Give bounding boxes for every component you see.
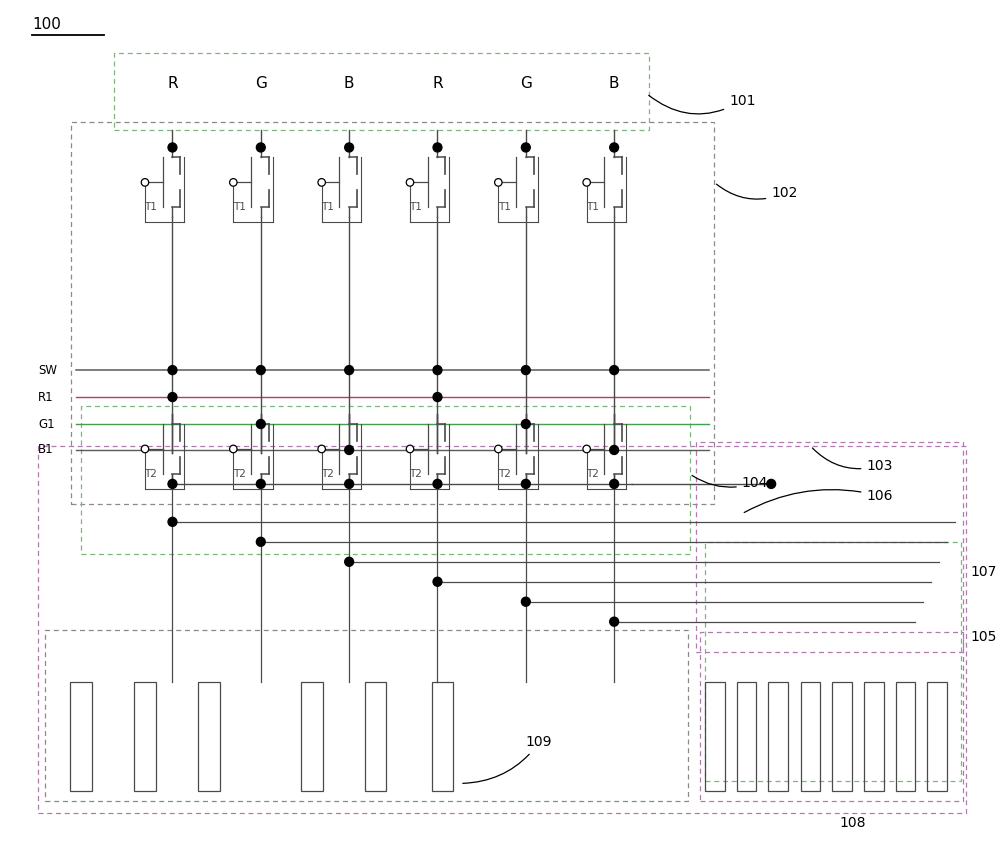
Text: 109: 109 xyxy=(463,735,552,783)
Bar xyxy=(45,630,688,802)
Circle shape xyxy=(141,445,149,452)
Text: T1: T1 xyxy=(321,203,334,212)
Circle shape xyxy=(345,143,354,152)
Circle shape xyxy=(168,517,177,527)
Circle shape xyxy=(345,480,354,488)
Circle shape xyxy=(433,143,442,152)
Text: T2: T2 xyxy=(233,469,246,479)
Bar xyxy=(801,682,820,792)
Circle shape xyxy=(521,597,530,607)
Bar xyxy=(432,682,453,792)
Circle shape xyxy=(521,480,530,488)
Text: 102: 102 xyxy=(716,184,798,200)
Text: 103: 103 xyxy=(812,448,893,473)
Circle shape xyxy=(256,538,265,546)
Circle shape xyxy=(610,617,619,626)
Circle shape xyxy=(406,445,414,452)
Circle shape xyxy=(168,143,177,152)
Circle shape xyxy=(433,366,442,375)
Circle shape xyxy=(256,143,265,152)
Circle shape xyxy=(610,480,619,488)
Circle shape xyxy=(610,366,619,375)
Circle shape xyxy=(583,445,590,452)
Circle shape xyxy=(141,179,149,187)
Text: 101: 101 xyxy=(649,94,755,114)
Bar xyxy=(700,631,963,802)
Text: T2: T2 xyxy=(586,469,599,479)
Circle shape xyxy=(433,578,442,586)
Circle shape xyxy=(767,480,776,488)
Circle shape xyxy=(345,446,354,454)
Bar xyxy=(365,682,386,792)
Text: R1: R1 xyxy=(38,390,54,404)
Text: R: R xyxy=(167,76,178,91)
Bar xyxy=(81,406,690,554)
Text: T2: T2 xyxy=(409,469,422,479)
Text: B1: B1 xyxy=(38,443,54,457)
Bar xyxy=(832,682,852,792)
Text: T2: T2 xyxy=(144,469,157,479)
Bar xyxy=(301,682,323,792)
Circle shape xyxy=(256,419,265,429)
Text: G: G xyxy=(520,76,532,91)
Text: G: G xyxy=(255,76,267,91)
Text: 104: 104 xyxy=(692,475,768,490)
Circle shape xyxy=(406,179,414,187)
Circle shape xyxy=(318,445,325,452)
Text: T2: T2 xyxy=(498,469,511,479)
Bar xyxy=(705,542,961,781)
Circle shape xyxy=(610,143,619,152)
Text: 108: 108 xyxy=(839,816,866,831)
Bar xyxy=(134,682,156,792)
Circle shape xyxy=(495,445,502,452)
Circle shape xyxy=(168,480,177,488)
Circle shape xyxy=(521,143,530,152)
Text: T2: T2 xyxy=(321,469,334,479)
Circle shape xyxy=(610,446,619,454)
Circle shape xyxy=(168,366,177,375)
Text: B: B xyxy=(609,76,619,91)
Circle shape xyxy=(230,445,237,452)
Bar xyxy=(896,682,915,792)
Circle shape xyxy=(495,179,502,187)
Circle shape xyxy=(318,179,325,187)
Circle shape xyxy=(583,179,590,187)
Bar xyxy=(696,442,963,652)
Bar xyxy=(70,682,92,792)
Circle shape xyxy=(168,393,177,401)
Text: G1: G1 xyxy=(38,417,55,430)
Text: B: B xyxy=(344,76,354,91)
Bar xyxy=(768,682,788,792)
Circle shape xyxy=(256,480,265,488)
Bar xyxy=(927,682,947,792)
Circle shape xyxy=(521,366,530,375)
Bar xyxy=(737,682,756,792)
Circle shape xyxy=(345,557,354,567)
Bar xyxy=(38,446,966,814)
Text: 100: 100 xyxy=(32,17,61,32)
Circle shape xyxy=(433,393,442,401)
Bar xyxy=(198,682,220,792)
Text: SW: SW xyxy=(38,364,57,377)
Circle shape xyxy=(433,480,442,488)
Text: 105: 105 xyxy=(970,630,997,643)
Circle shape xyxy=(521,419,530,429)
Text: T1: T1 xyxy=(233,203,246,212)
Text: 106: 106 xyxy=(744,489,893,513)
Text: T1: T1 xyxy=(144,203,157,212)
Bar xyxy=(71,123,714,504)
Text: R: R xyxy=(432,76,443,91)
Circle shape xyxy=(345,366,354,375)
Text: T1: T1 xyxy=(409,203,422,212)
Circle shape xyxy=(256,366,265,375)
Bar xyxy=(114,53,649,130)
Bar xyxy=(864,682,884,792)
Bar xyxy=(705,682,725,792)
Text: 107: 107 xyxy=(970,565,997,579)
Text: T1: T1 xyxy=(498,203,511,212)
Circle shape xyxy=(230,179,237,187)
Text: T1: T1 xyxy=(586,203,599,212)
